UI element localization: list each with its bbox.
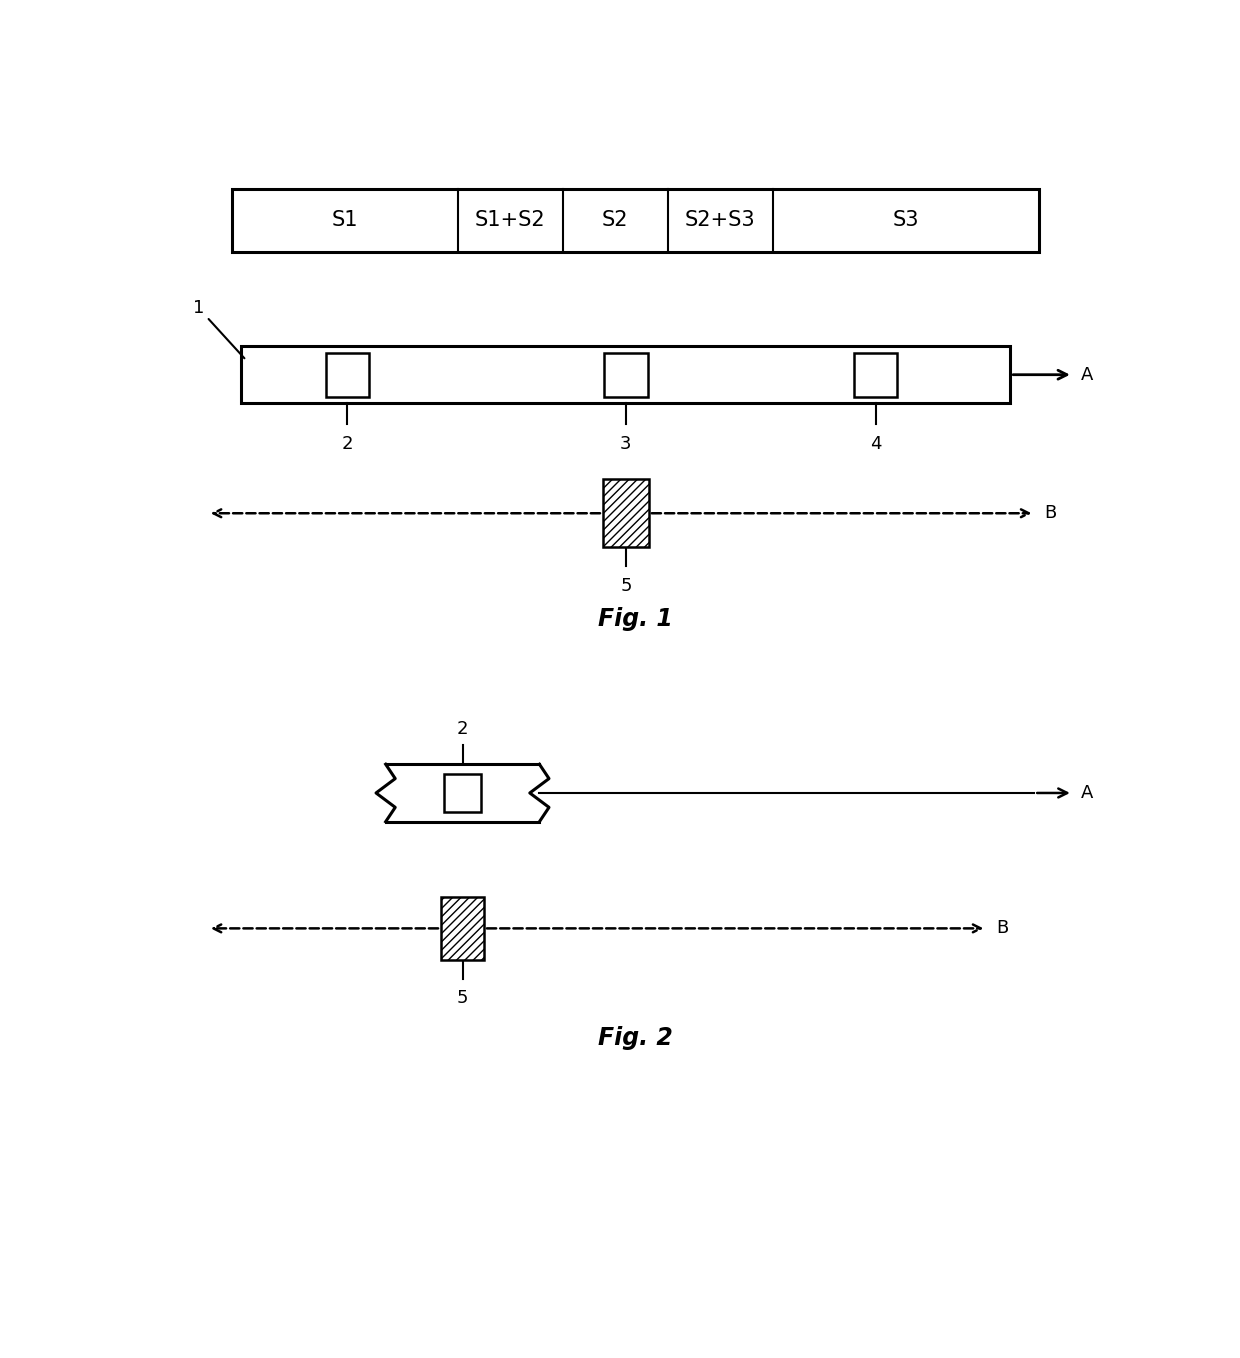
- Bar: [326, 353, 368, 397]
- Bar: [854, 353, 898, 397]
- Text: 5: 5: [620, 577, 631, 595]
- Bar: [386, 765, 539, 822]
- Text: S2+S3: S2+S3: [684, 210, 755, 231]
- Bar: [232, 189, 1039, 251]
- Text: Fig. 2: Fig. 2: [598, 1025, 673, 1050]
- Text: A: A: [1080, 784, 1092, 803]
- Text: Fig. 1: Fig. 1: [598, 607, 673, 631]
- Text: S3: S3: [893, 210, 919, 231]
- Text: 2: 2: [456, 720, 469, 739]
- Text: 2: 2: [341, 435, 353, 452]
- Bar: [242, 346, 1011, 403]
- Text: 1: 1: [192, 299, 244, 359]
- Text: 4: 4: [870, 435, 882, 452]
- Text: S1: S1: [331, 210, 358, 231]
- Bar: [441, 898, 484, 960]
- Bar: [603, 479, 649, 547]
- Text: S1+S2: S1+S2: [475, 210, 546, 231]
- Text: 3: 3: [620, 435, 631, 452]
- Text: 5: 5: [456, 989, 469, 1008]
- Text: A: A: [1080, 365, 1092, 384]
- Text: B: B: [996, 919, 1008, 937]
- Text: S2: S2: [603, 210, 629, 231]
- Bar: [444, 774, 481, 812]
- Text: B: B: [1044, 504, 1056, 523]
- Bar: [604, 353, 647, 397]
